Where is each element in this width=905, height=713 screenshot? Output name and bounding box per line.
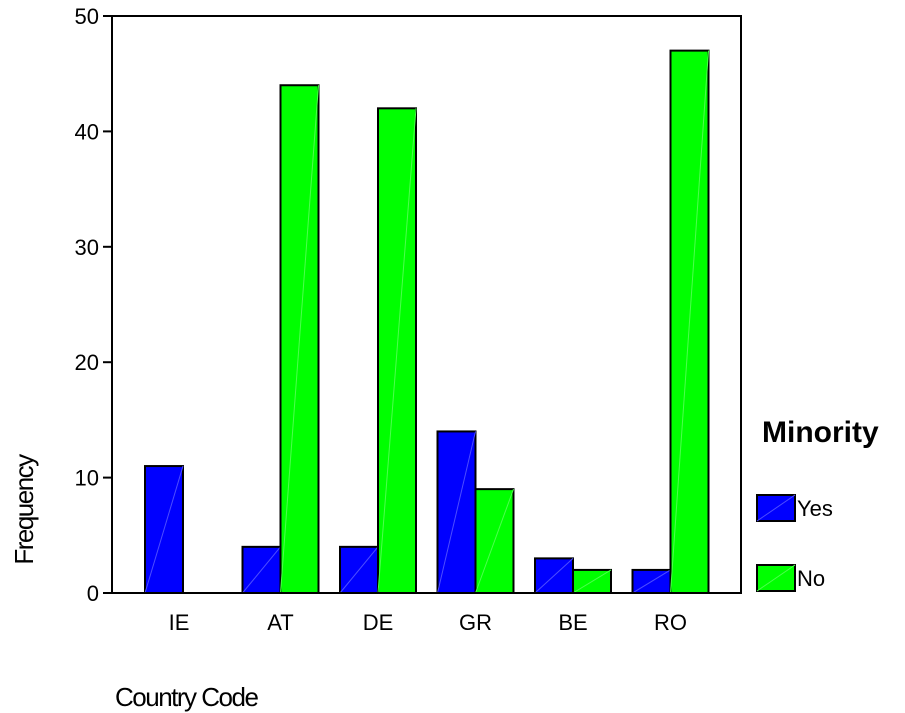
x-tick-label: BE (558, 610, 587, 635)
bar-highlight (670, 50, 709, 594)
bar-highlight (280, 85, 319, 594)
y-axis-title: Frequency (9, 454, 39, 565)
bar-highlight (242, 546, 281, 594)
legend-swatch-highlight (756, 494, 796, 522)
y-tick-label: 30 (75, 235, 99, 260)
bar-highlight (534, 558, 574, 594)
x-tick-label: IE (169, 610, 190, 635)
x-tick-label: RO (654, 610, 687, 635)
x-tick-label: DE (363, 610, 394, 635)
legend-label-yes: Yes (797, 496, 833, 521)
x-axis-tick-labels: IE AT DE GR BE RO (169, 610, 687, 635)
legend-label-no: No (797, 566, 825, 591)
bars (144, 49, 710, 595)
y-tick-label: 0 (87, 581, 99, 606)
y-tick-label: 10 (75, 466, 99, 491)
legend: Minority Yes No (756, 416, 879, 592)
bar-highlight (144, 465, 184, 594)
x-tick-label: AT (267, 610, 293, 635)
y-axis-ticks: 0 10 20 30 40 50 (75, 4, 112, 606)
bar-highlight (475, 488, 514, 594)
legend-swatch-highlight (756, 564, 796, 592)
y-tick-label: 50 (75, 4, 99, 29)
x-axis-title: Country Code (115, 682, 258, 712)
y-tick-label: 40 (75, 119, 99, 144)
bar-highlight (572, 569, 612, 594)
x-tick-label: GR (459, 610, 492, 635)
plot-frame (111, 15, 742, 594)
legend-title: Minority (762, 416, 879, 449)
bar-highlight (377, 108, 417, 594)
y-tick-label: 20 (75, 350, 99, 375)
bar-highlight (632, 569, 671, 594)
bar-highlight (437, 431, 476, 594)
bar-highlight (339, 546, 379, 594)
